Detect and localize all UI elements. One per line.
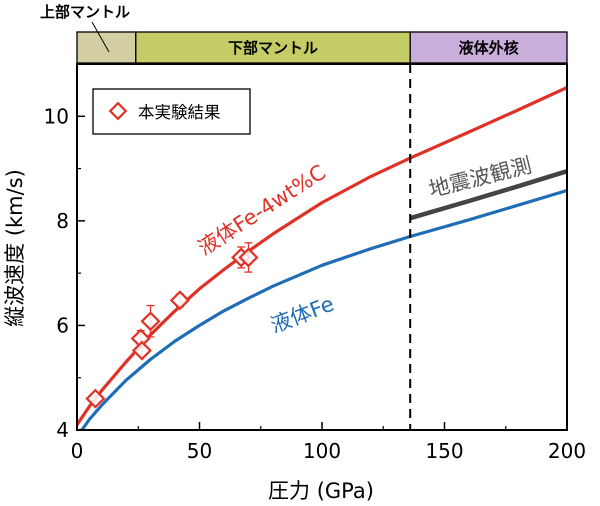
diamond-marker [85, 388, 106, 409]
diamond-marker [169, 290, 190, 311]
data-point-4 [169, 290, 190, 311]
x-tick-label: 150 [425, 439, 463, 463]
y-tick-label: 8 [56, 209, 69, 233]
x-tick-label: 50 [187, 439, 212, 463]
legend: 本実験結果 [92, 88, 251, 135]
diamond-marker [131, 340, 152, 361]
series-line-1 [80, 188, 568, 431]
y-tick-label: 4 [56, 418, 69, 442]
legend-label: 本実験結果 [138, 103, 221, 122]
region-label-upper-mantle: 上部マントル [40, 3, 130, 21]
region-label-2: 液体外核 [459, 39, 519, 57]
data-point-0 [85, 388, 106, 409]
x-axis-label: 圧力 (GPa) [268, 479, 374, 503]
region-label-pointer [91, 21, 110, 53]
experimental-points [85, 242, 259, 409]
region-label-1: 下部マントル [228, 39, 318, 57]
data-point-2 [131, 340, 152, 361]
data-point-1 [130, 328, 151, 349]
series-label-liquid-fe: 液体Fe [267, 292, 337, 338]
diamond-marker [130, 328, 151, 349]
axes: 0 50 100 150 200 4 6 8 10 [44, 63, 586, 463]
x-tick-label: 0 [71, 439, 84, 463]
y-axis-label: 縦波速度 (km/s) [3, 169, 27, 327]
data-point-6 [238, 242, 259, 273]
diamond-marker [238, 247, 259, 268]
y-tick-label: 10 [44, 104, 69, 128]
series-label-seismic: 地震波観測 [426, 153, 534, 202]
series-line-0 [75, 86, 568, 426]
data-point-3 [140, 304, 161, 338]
region-1 [135, 31, 411, 64]
series-line-2 [409, 169, 568, 221]
x-tick-label: 200 [548, 439, 586, 463]
region-bar: 下部マントル 液体外核 [76, 31, 568, 64]
legend-marker [108, 101, 128, 121]
curves [75, 86, 568, 431]
diamond-marker [140, 311, 161, 332]
x-tick-label: 100 [303, 439, 341, 463]
y-tick-label: 6 [56, 313, 69, 337]
